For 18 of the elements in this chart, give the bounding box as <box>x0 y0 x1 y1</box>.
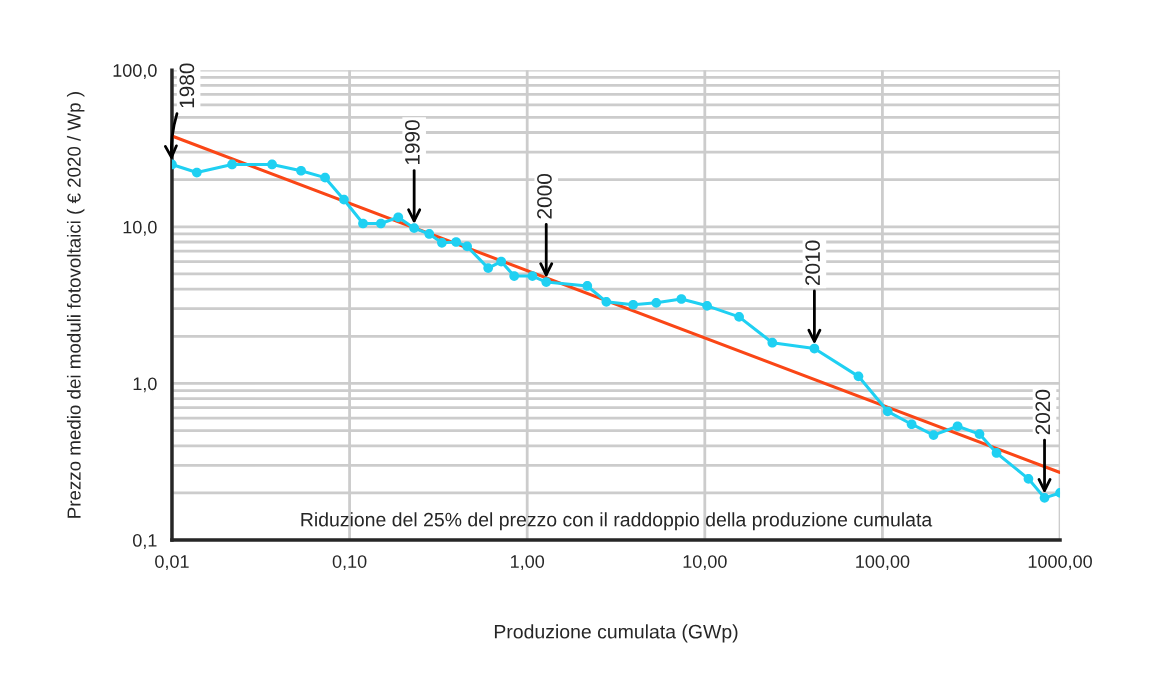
annotation: 2020 <box>1035 389 1051 435</box>
y-tick-label: 10,0 <box>123 220 157 236</box>
x-tick-label: 0,01 <box>155 555 189 571</box>
x-tick-label: 1000,00 <box>1028 555 1092 571</box>
x-tick-label: 1,00 <box>511 555 545 571</box>
annotation: 2000 <box>537 174 552 219</box>
annotation: 1980 <box>179 63 195 108</box>
annotation: 2010 <box>805 240 820 286</box>
y-tick-label: 1,0 <box>133 377 157 393</box>
x-tick-label: 100,00 <box>856 555 910 571</box>
y-tick-label: 0,1 <box>132 534 157 549</box>
x-tick-label: 0,10 <box>332 555 367 571</box>
y-axis-title: Prezzo medio dei moduli fotovoltaici ( € 2020 / Wp ) <box>66 92 85 518</box>
annotation: Riduzione del 25% del prezzo con il raddoppio della produzione cumulata <box>301 512 933 531</box>
annotation: 1990 <box>405 120 420 165</box>
x-tick-label: 10,00 <box>683 555 727 571</box>
y-tick-label: 100,0 <box>113 64 157 80</box>
x-axis-title: Produzione cumulata (GWp) <box>494 624 738 643</box>
